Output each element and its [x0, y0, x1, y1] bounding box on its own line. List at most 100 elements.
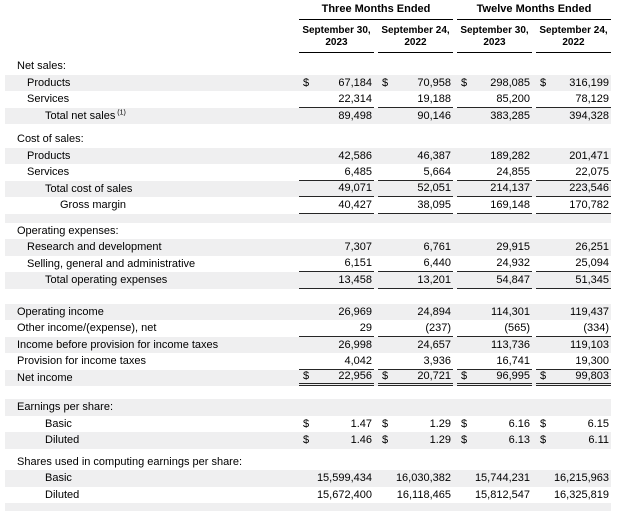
- value: 113,736: [491, 338, 530, 351]
- table-row: Selling, general and administrative 6,151…: [5, 256, 611, 272]
- dollar-sign: $: [382, 434, 389, 447]
- value: 223,546: [569, 182, 609, 195]
- row-label: Cost of sales:: [17, 133, 84, 145]
- value-cell: 223,546: [536, 181, 611, 197]
- value-cell: 85,200: [457, 91, 532, 108]
- value: 29,915: [496, 241, 530, 254]
- value: 5,664: [423, 165, 451, 178]
- income-statement-table: Three Months Ended Twelve Months Ended S…: [5, 3, 611, 511]
- value: 15,672,400: [316, 488, 372, 501]
- value-cell: $6.15: [536, 416, 611, 433]
- value: 170,782: [569, 198, 609, 211]
- value-cell: 6,440: [378, 256, 453, 272]
- value-cell: $6.13: [457, 432, 532, 449]
- value-cell: 13,201: [378, 272, 453, 289]
- value-cell: 119,437: [536, 304, 611, 321]
- value-cell: 89,498: [299, 108, 374, 125]
- value-cell: 15,672,400: [299, 487, 374, 504]
- value-cell: 90,146: [378, 108, 453, 125]
- period-group-header-row: Three Months Ended Twelve Months Ended: [5, 3, 611, 20]
- value: 26,969: [338, 305, 372, 318]
- value: 15,744,231: [474, 472, 530, 485]
- value: 67,184: [338, 76, 372, 89]
- value-cell: 13,458: [299, 272, 374, 289]
- value: 169,148: [490, 198, 530, 211]
- row-label: Basic: [45, 472, 72, 484]
- value: 114,301: [491, 305, 530, 318]
- value-cell: 52,051: [378, 181, 453, 197]
- row-label: Research and development: [27, 241, 162, 253]
- dollar-sign: $: [303, 76, 310, 89]
- table-row: Services 22,314 19,188 85,200 78,129: [5, 91, 611, 108]
- value-cell: 29: [299, 320, 374, 337]
- value: 24,932: [496, 257, 530, 270]
- table-row: Gross margin 40,427 38,095 169,148 170,782: [5, 197, 611, 214]
- dollar-sign: $: [540, 370, 547, 383]
- value-cell: 51,345: [536, 272, 611, 289]
- value-cell: 16,741: [457, 353, 532, 370]
- row-label: Products: [27, 76, 71, 89]
- value: 38,095: [417, 198, 451, 211]
- section-row: Cost of sales:: [5, 131, 611, 148]
- value: 42,586: [338, 149, 372, 162]
- value: 383,285: [490, 109, 530, 122]
- value-cell: 29,915: [457, 239, 532, 256]
- column-header-fy-2022: September 24, 2022: [536, 25, 611, 53]
- value: 46,387: [417, 149, 451, 162]
- value-cell: 7,307: [299, 239, 374, 256]
- row-label: Net income: [17, 371, 73, 384]
- value-cell: 169,148: [457, 197, 532, 214]
- value: 214,137: [490, 182, 530, 195]
- dollar-sign: $: [303, 370, 310, 383]
- value-cell: 383,285: [457, 108, 532, 125]
- footnote-marker: (1): [115, 108, 126, 116]
- value: 16,741: [496, 354, 530, 367]
- value: 19,188: [417, 92, 451, 105]
- value-cell: 214,137: [457, 181, 532, 197]
- value-cell: $1.46: [299, 432, 374, 449]
- value-cell: 170,782: [536, 197, 611, 214]
- value: 1.46: [350, 434, 372, 447]
- dollar-sign: $: [382, 76, 389, 89]
- row-label: Services: [27, 166, 70, 178]
- dollar-sign: $: [382, 417, 389, 430]
- value: 25,094: [575, 257, 609, 270]
- value: 189,282: [490, 149, 530, 162]
- value-cell: $298,085: [457, 75, 532, 92]
- value: 16,215,963: [553, 472, 609, 485]
- value-cell: 26,251: [536, 239, 611, 256]
- dollar-sign: $: [461, 417, 468, 430]
- value-cell: 38,095: [378, 197, 453, 214]
- date-line: 2022: [562, 37, 585, 48]
- spacer-row: [5, 503, 611, 511]
- value: 119,103: [570, 338, 609, 351]
- column-header-q-2022: September 24, 2022: [378, 25, 453, 53]
- table-row: Operating income 26,969 24,894 114,301 119,4…: [5, 303, 611, 321]
- value-cell: $22,956: [299, 370, 374, 386]
- row-label: Total operating expenses: [45, 274, 168, 286]
- value-cell: 19,188: [378, 91, 453, 108]
- value: 15,812,547: [474, 488, 530, 501]
- value-cell: 394,328: [536, 108, 611, 125]
- date-line: September 24,: [539, 25, 608, 36]
- value: 22,314: [338, 92, 372, 105]
- spacer-row: [5, 386, 611, 399]
- date-line: September 30,: [302, 25, 371, 36]
- table-row: Total cost of sales 49,071 52,051 214,137 22…: [5, 180, 611, 197]
- table-row: Diluted 15,672,400 16,118,465 15,812,547 16,…: [5, 487, 611, 504]
- value: 119,437: [570, 305, 609, 318]
- value-cell: 25,094: [536, 256, 611, 272]
- value: 4,042: [344, 354, 372, 367]
- value: 99,803: [575, 370, 609, 383]
- value: 49,071: [338, 182, 372, 195]
- value-cell: 78,129: [536, 91, 611, 108]
- value: 52,051: [417, 182, 451, 195]
- value-cell: 16,118,465: [378, 487, 453, 504]
- row-label: Diluted: [45, 488, 80, 501]
- date-line: 2022: [404, 37, 427, 48]
- table-row: Services 6,485 5,664 24,855 22,075: [5, 164, 611, 181]
- spacer-row: [5, 124, 611, 131]
- value-cell: $20,721: [378, 370, 453, 386]
- value-cell: $1.29: [378, 432, 453, 449]
- value: 51,345: [575, 273, 609, 286]
